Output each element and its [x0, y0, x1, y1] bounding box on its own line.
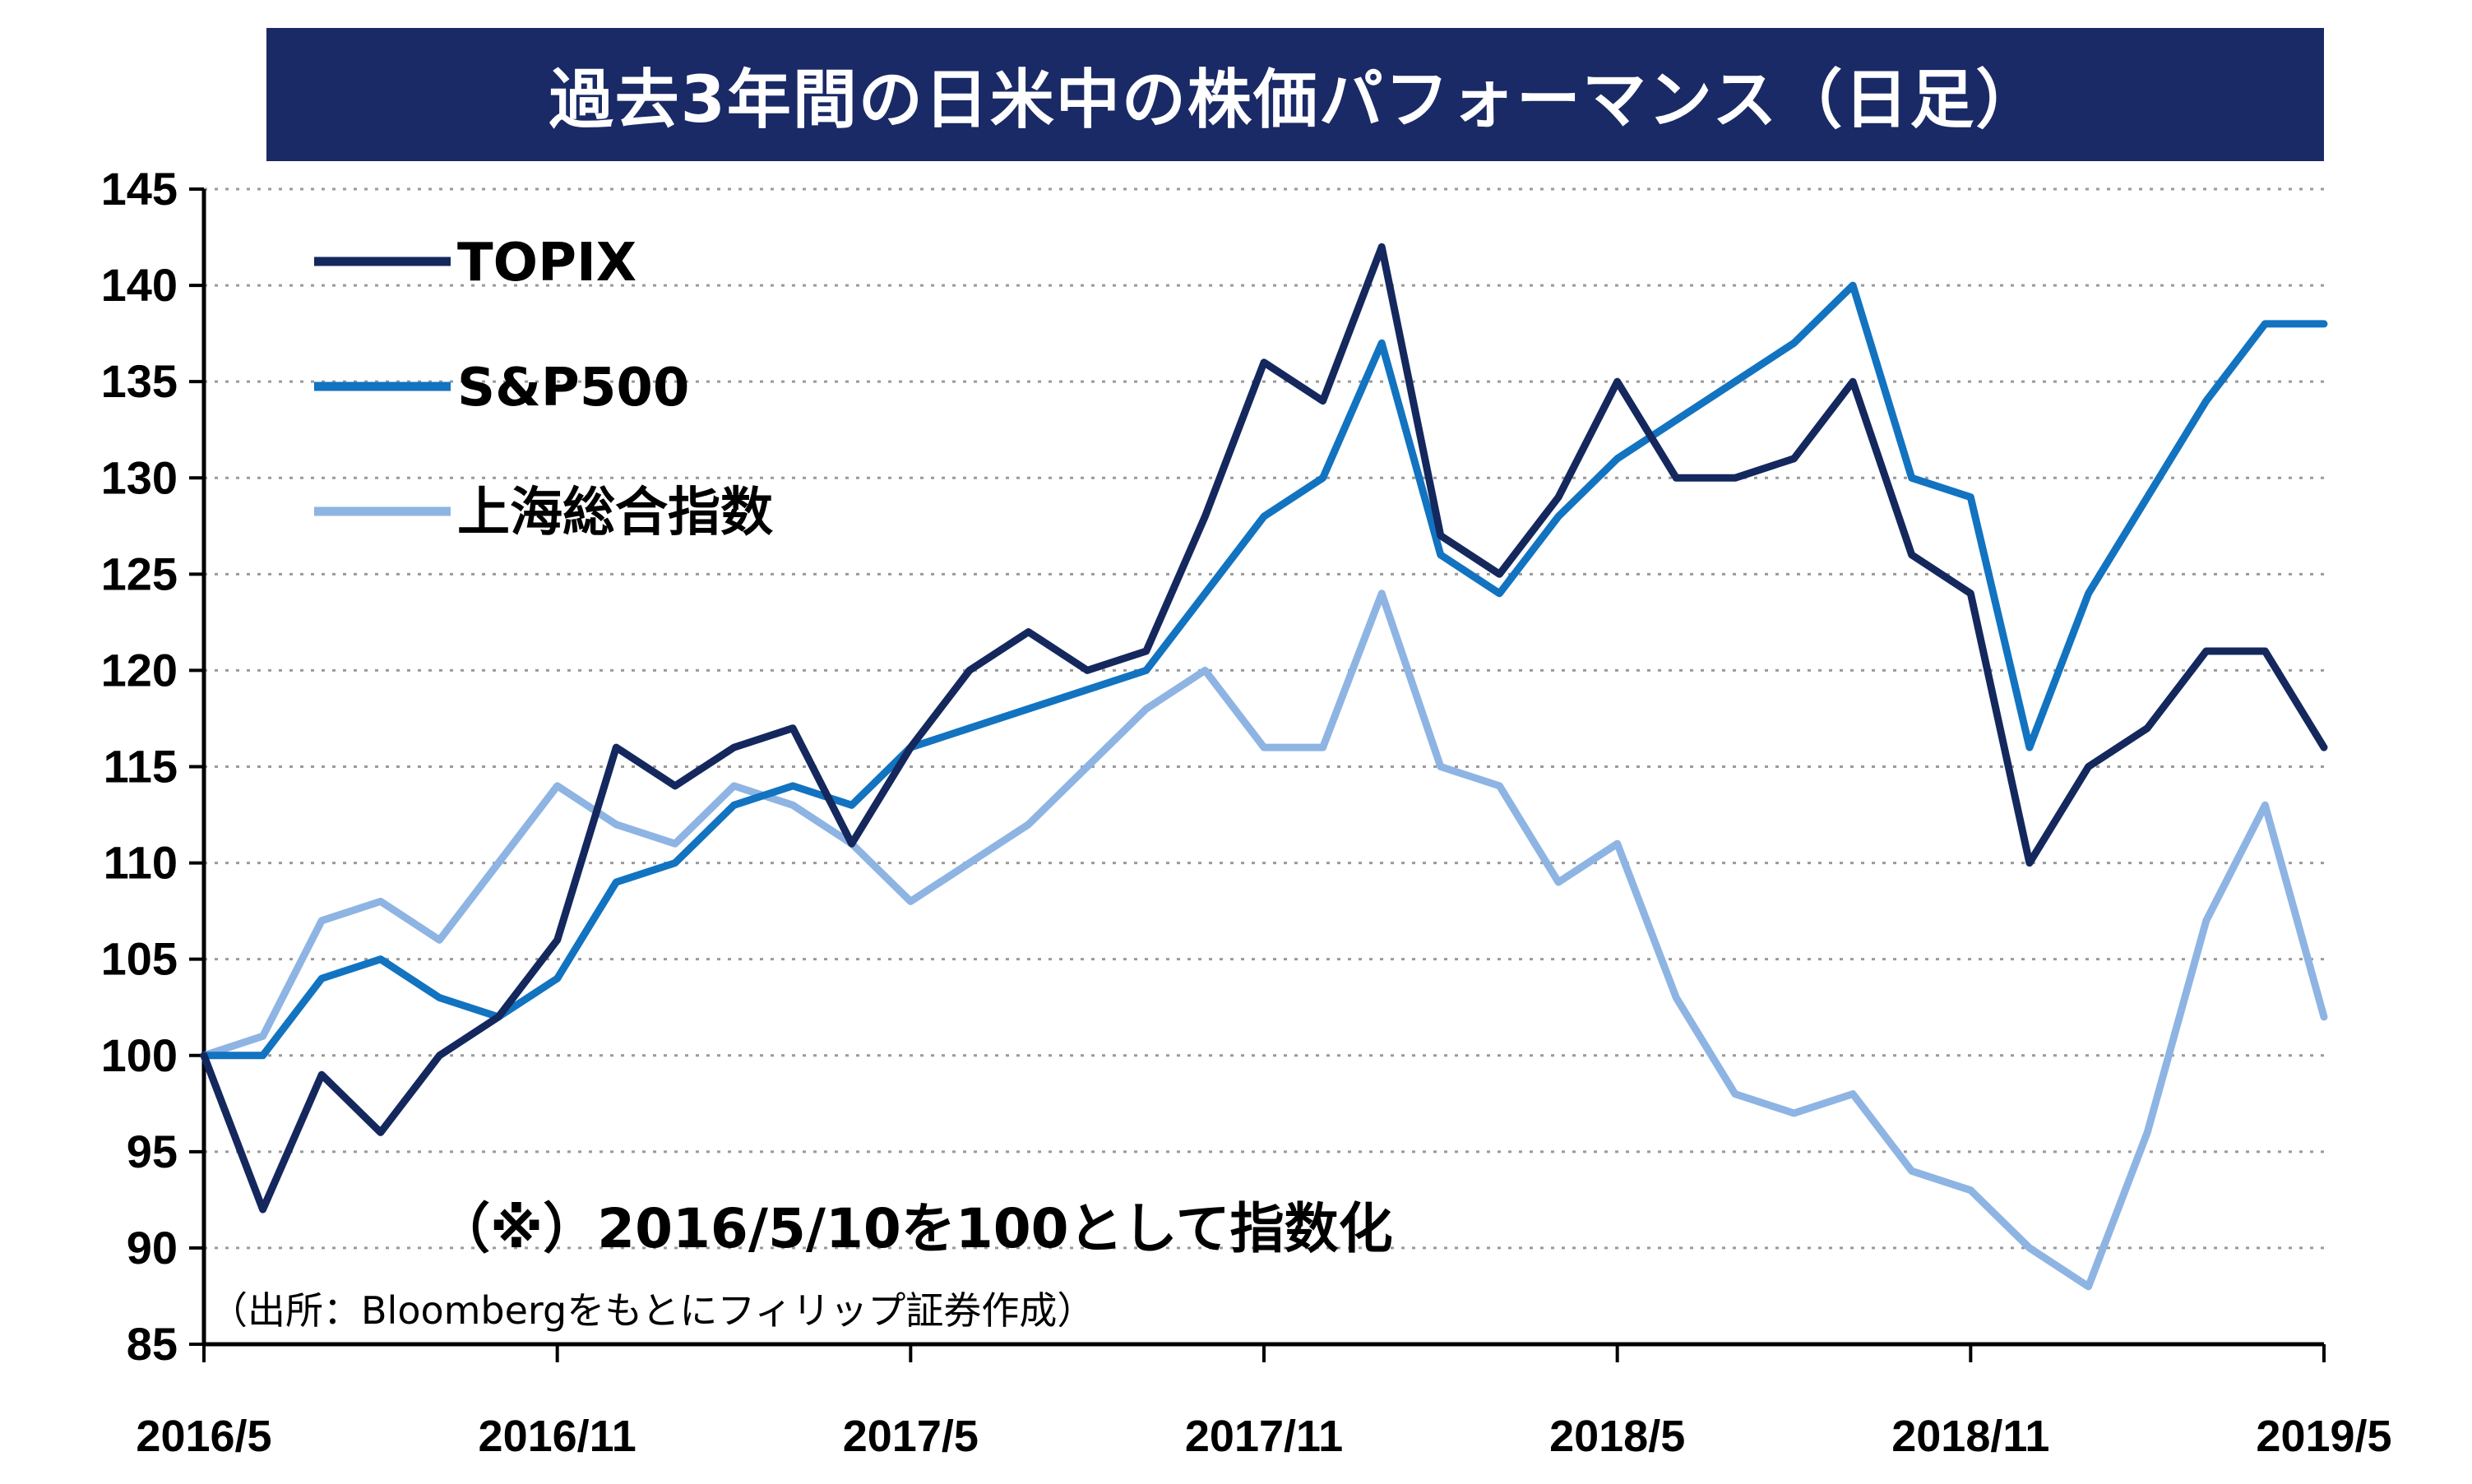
series-lines: [200, 243, 2328, 1291]
legend-label: TOPIX: [457, 233, 637, 294]
y-tick-label: 100: [101, 1029, 178, 1081]
source-note: （出所：Bloombergをもとにフィリップ証券作成）: [210, 1288, 1095, 1333]
y-tick-label: 85: [127, 1318, 178, 1370]
y-tick-label: 140: [101, 259, 178, 311]
y-tick-label: 135: [101, 355, 178, 407]
y-tick-label: 115: [104, 741, 178, 793]
x-tick-labels: 2016/5 2016/11 2017/5 2017/11 2018/5 2018/11 2…: [136, 1412, 2391, 1461]
axes: [189, 187, 2326, 1362]
x-tick-label: 2019/5: [2256, 1412, 2391, 1461]
x-tick-label: 2017/5: [843, 1412, 979, 1461]
gridlines: [204, 187, 2324, 1250]
legend-label: S&P500: [457, 358, 689, 418]
legend: TOPIX S&P500 上海総合指数: [314, 233, 773, 543]
series-line-2: [200, 281, 2328, 1060]
series-line-3: [200, 589, 2328, 1291]
chart-title: 過去3年間の日米中の株価パフォーマンス（日足）: [549, 63, 2042, 137]
y-tick-label: 90: [127, 1222, 178, 1274]
y-tick-label: 145: [101, 163, 178, 215]
y-tick-labels: 85 90 95 100 105 110 115 120 125 130 135 140 145: [101, 163, 178, 1370]
x-tick-label: 2017/11: [1185, 1412, 1343, 1461]
y-tick-label: 110: [104, 837, 178, 889]
legend-label: 上海総合指数: [457, 483, 773, 543]
y-tick-label: 130: [101, 451, 178, 503]
x-tick-label: 2016/5: [136, 1412, 271, 1461]
y-tick-label: 105: [101, 933, 178, 985]
y-tick-label: 95: [127, 1126, 178, 1177]
x-tick-label: 2016/11: [479, 1412, 637, 1461]
chart-title-bar: 過去3年間の日米中の株価パフォーマンス（日足）: [266, 28, 2324, 161]
index-note: （※）2016/5/10を100として指数化: [436, 1197, 1393, 1260]
x-tick-label: 2018/5: [1549, 1412, 1685, 1461]
y-tick-label: 120: [101, 644, 178, 696]
x-tick-label: 2018/11: [1891, 1412, 2049, 1461]
series-line-1: [200, 243, 2328, 1214]
y-tick-label: 125: [101, 548, 178, 599]
